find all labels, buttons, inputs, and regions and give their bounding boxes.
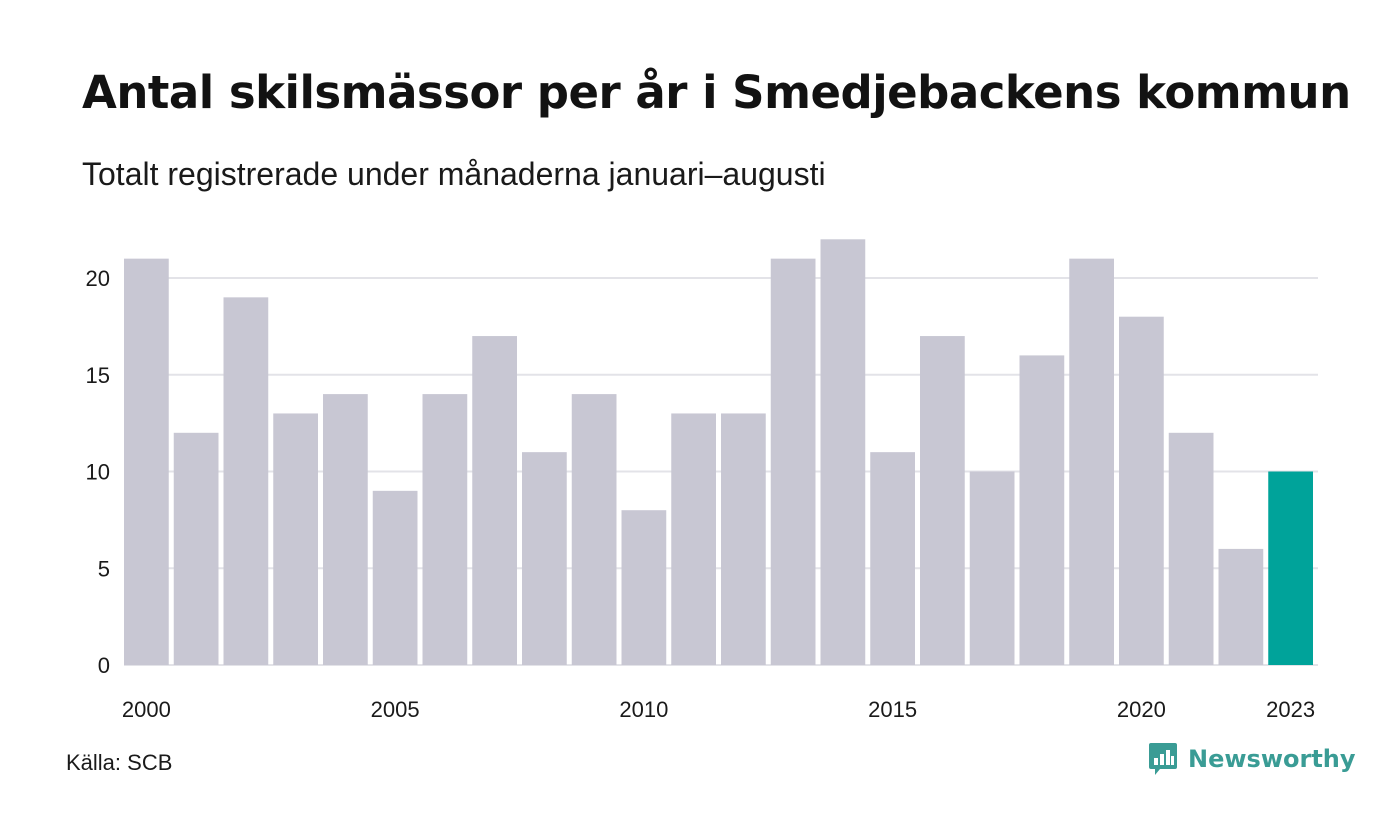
bar-2000	[124, 258, 169, 665]
bar-2018	[1019, 355, 1065, 665]
y-tick-label: 15	[86, 363, 110, 388]
bars	[124, 239, 1313, 666]
bar-2001	[173, 432, 219, 665]
bar-2017	[969, 471, 1015, 665]
bar-2022	[1218, 548, 1264, 665]
bar-2011	[671, 413, 716, 665]
y-tick-label: 20	[86, 266, 110, 291]
bar-2003	[273, 413, 318, 665]
bar-2010	[621, 510, 667, 665]
bar-2006	[422, 394, 468, 665]
y-axis-ticks: 0 5 10 15 20	[86, 266, 110, 678]
bar-2015	[870, 452, 915, 665]
bar-2012	[721, 413, 766, 665]
bar-2023	[1268, 471, 1313, 665]
x-tick-label: 2023	[1266, 697, 1315, 722]
bar-2019	[1069, 258, 1114, 665]
x-tick-label: 2010	[619, 697, 668, 722]
chart-title: Antal skilsmässor per år i Smedjebackens…	[82, 66, 1351, 119]
bar-2009	[571, 394, 617, 665]
bar-2004	[323, 394, 368, 665]
bar-2020	[1119, 316, 1164, 665]
bar-2014	[820, 239, 866, 666]
bar-2007	[472, 336, 517, 665]
x-axis-ticks: 2000 2005 2010 2015 2020 2023	[122, 697, 1315, 722]
brand-name: Newsworthy	[1188, 745, 1356, 773]
y-tick-label: 10	[86, 460, 110, 485]
newsworthy-logo-icon	[1149, 743, 1177, 775]
bar-2016	[920, 336, 965, 665]
chart-subtitle: Totalt registrerade under månaderna janu…	[82, 156, 826, 192]
source-note: Källa: SCB	[66, 750, 173, 775]
x-tick-label: 2020	[1117, 697, 1166, 722]
y-tick-label: 5	[98, 556, 110, 581]
bar-2021	[1168, 432, 1214, 665]
bar-2002	[223, 297, 269, 665]
brand-logo: Newsworthy	[1148, 742, 1356, 776]
x-tick-label: 2000	[122, 697, 171, 722]
y-tick-label: 0	[98, 653, 110, 678]
bar-2008	[522, 452, 567, 665]
bar-2005	[372, 490, 418, 665]
x-tick-label: 2015	[868, 697, 917, 722]
bar-2013	[770, 258, 816, 665]
x-tick-label: 2005	[371, 697, 420, 722]
